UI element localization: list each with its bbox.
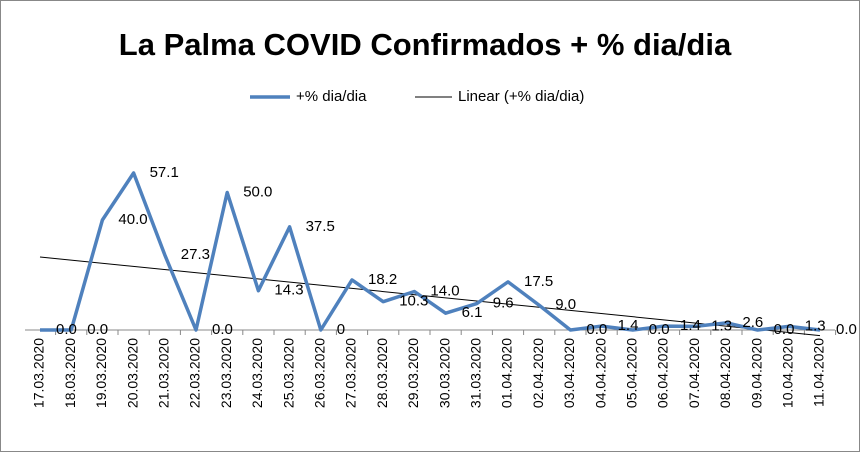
data-label: 0.0 <box>586 321 607 338</box>
data-label: 14.0 <box>430 282 459 299</box>
data-label: 1.3 <box>805 317 826 334</box>
x-tick-label: 24.03.2020 <box>249 338 265 408</box>
legend-label: Linear (+% dia/dia) <box>458 88 584 105</box>
data-label: 0.0 <box>212 321 233 338</box>
data-label: 9.0 <box>555 296 576 313</box>
data-label: 40.0 <box>118 211 147 228</box>
data-label: 50.0 <box>243 183 272 200</box>
data-label: 0.0 <box>774 321 795 338</box>
data-label: 1.4 <box>680 317 701 334</box>
data-label: 2.6 <box>742 314 763 331</box>
x-tick-label: 20.03.2020 <box>124 338 140 408</box>
x-tick-label: 11.04.2020 <box>811 338 827 407</box>
data-label: 10.3 <box>399 293 428 310</box>
data-label: 17.5 <box>524 273 553 290</box>
data-label: 9.6 <box>493 295 514 312</box>
x-tick-label: 10.04.2020 <box>780 338 796 408</box>
data-label: 0.0 <box>87 321 108 338</box>
x-tick-label: 01.04.2020 <box>499 338 515 408</box>
x-tick-label: 25.03.2020 <box>280 338 296 408</box>
data-label: 6.1 <box>462 304 483 321</box>
data-label: 1.4 <box>618 317 639 334</box>
data-label: 57.1 <box>150 164 179 181</box>
data-label: 0.0 <box>649 321 670 338</box>
data-label: 14.3 <box>274 282 303 299</box>
x-tick-label: 21.03.2020 <box>156 338 172 408</box>
data-line <box>40 171 821 332</box>
x-tick-label: 29.03.2020 <box>405 338 421 408</box>
data-label: 0.0 <box>836 321 857 338</box>
x-tick-label: 08.04.2020 <box>717 338 733 408</box>
x-tick-label: 30.03.2020 <box>436 338 452 408</box>
x-tick-label: 02.04.2020 <box>530 338 546 408</box>
data-label: 0.0 <box>56 321 77 338</box>
x-tick-label: 31.03.2020 <box>468 338 484 408</box>
x-tick-label: 27.03.2020 <box>343 338 359 408</box>
data-label: 1.3 <box>711 317 732 334</box>
x-tick-label: 26.03.2020 <box>312 338 328 408</box>
x-tick-label: 05.04.2020 <box>624 338 640 408</box>
x-tick-label: 03.04.2020 <box>561 338 577 408</box>
chart-title: La Palma COVID Confirmados + % dia/dia <box>119 27 732 62</box>
x-tick-label: 04.04.2020 <box>592 338 608 408</box>
data-label: 37.5 <box>306 218 335 235</box>
x-tick-label: 18.03.2020 <box>62 338 78 408</box>
x-tick-label: 09.04.2020 <box>748 338 764 408</box>
data-label: 18.2 <box>368 271 397 288</box>
x-tick-label: 06.04.2020 <box>655 338 671 408</box>
x-tick-label: 17.03.2020 <box>31 338 47 408</box>
x-tick-label: 07.04.2020 <box>686 338 702 408</box>
x-tick-label: 22.03.2020 <box>187 338 203 408</box>
data-label: 27.3 <box>181 246 210 263</box>
legend-label: +% dia/dia <box>296 88 367 105</box>
x-tick-label: 19.03.2020 <box>93 338 109 408</box>
data-label: 0 <box>337 321 345 338</box>
x-tick-label: 28.03.2020 <box>374 338 390 408</box>
x-tick-label: 23.03.2020 <box>218 338 234 408</box>
